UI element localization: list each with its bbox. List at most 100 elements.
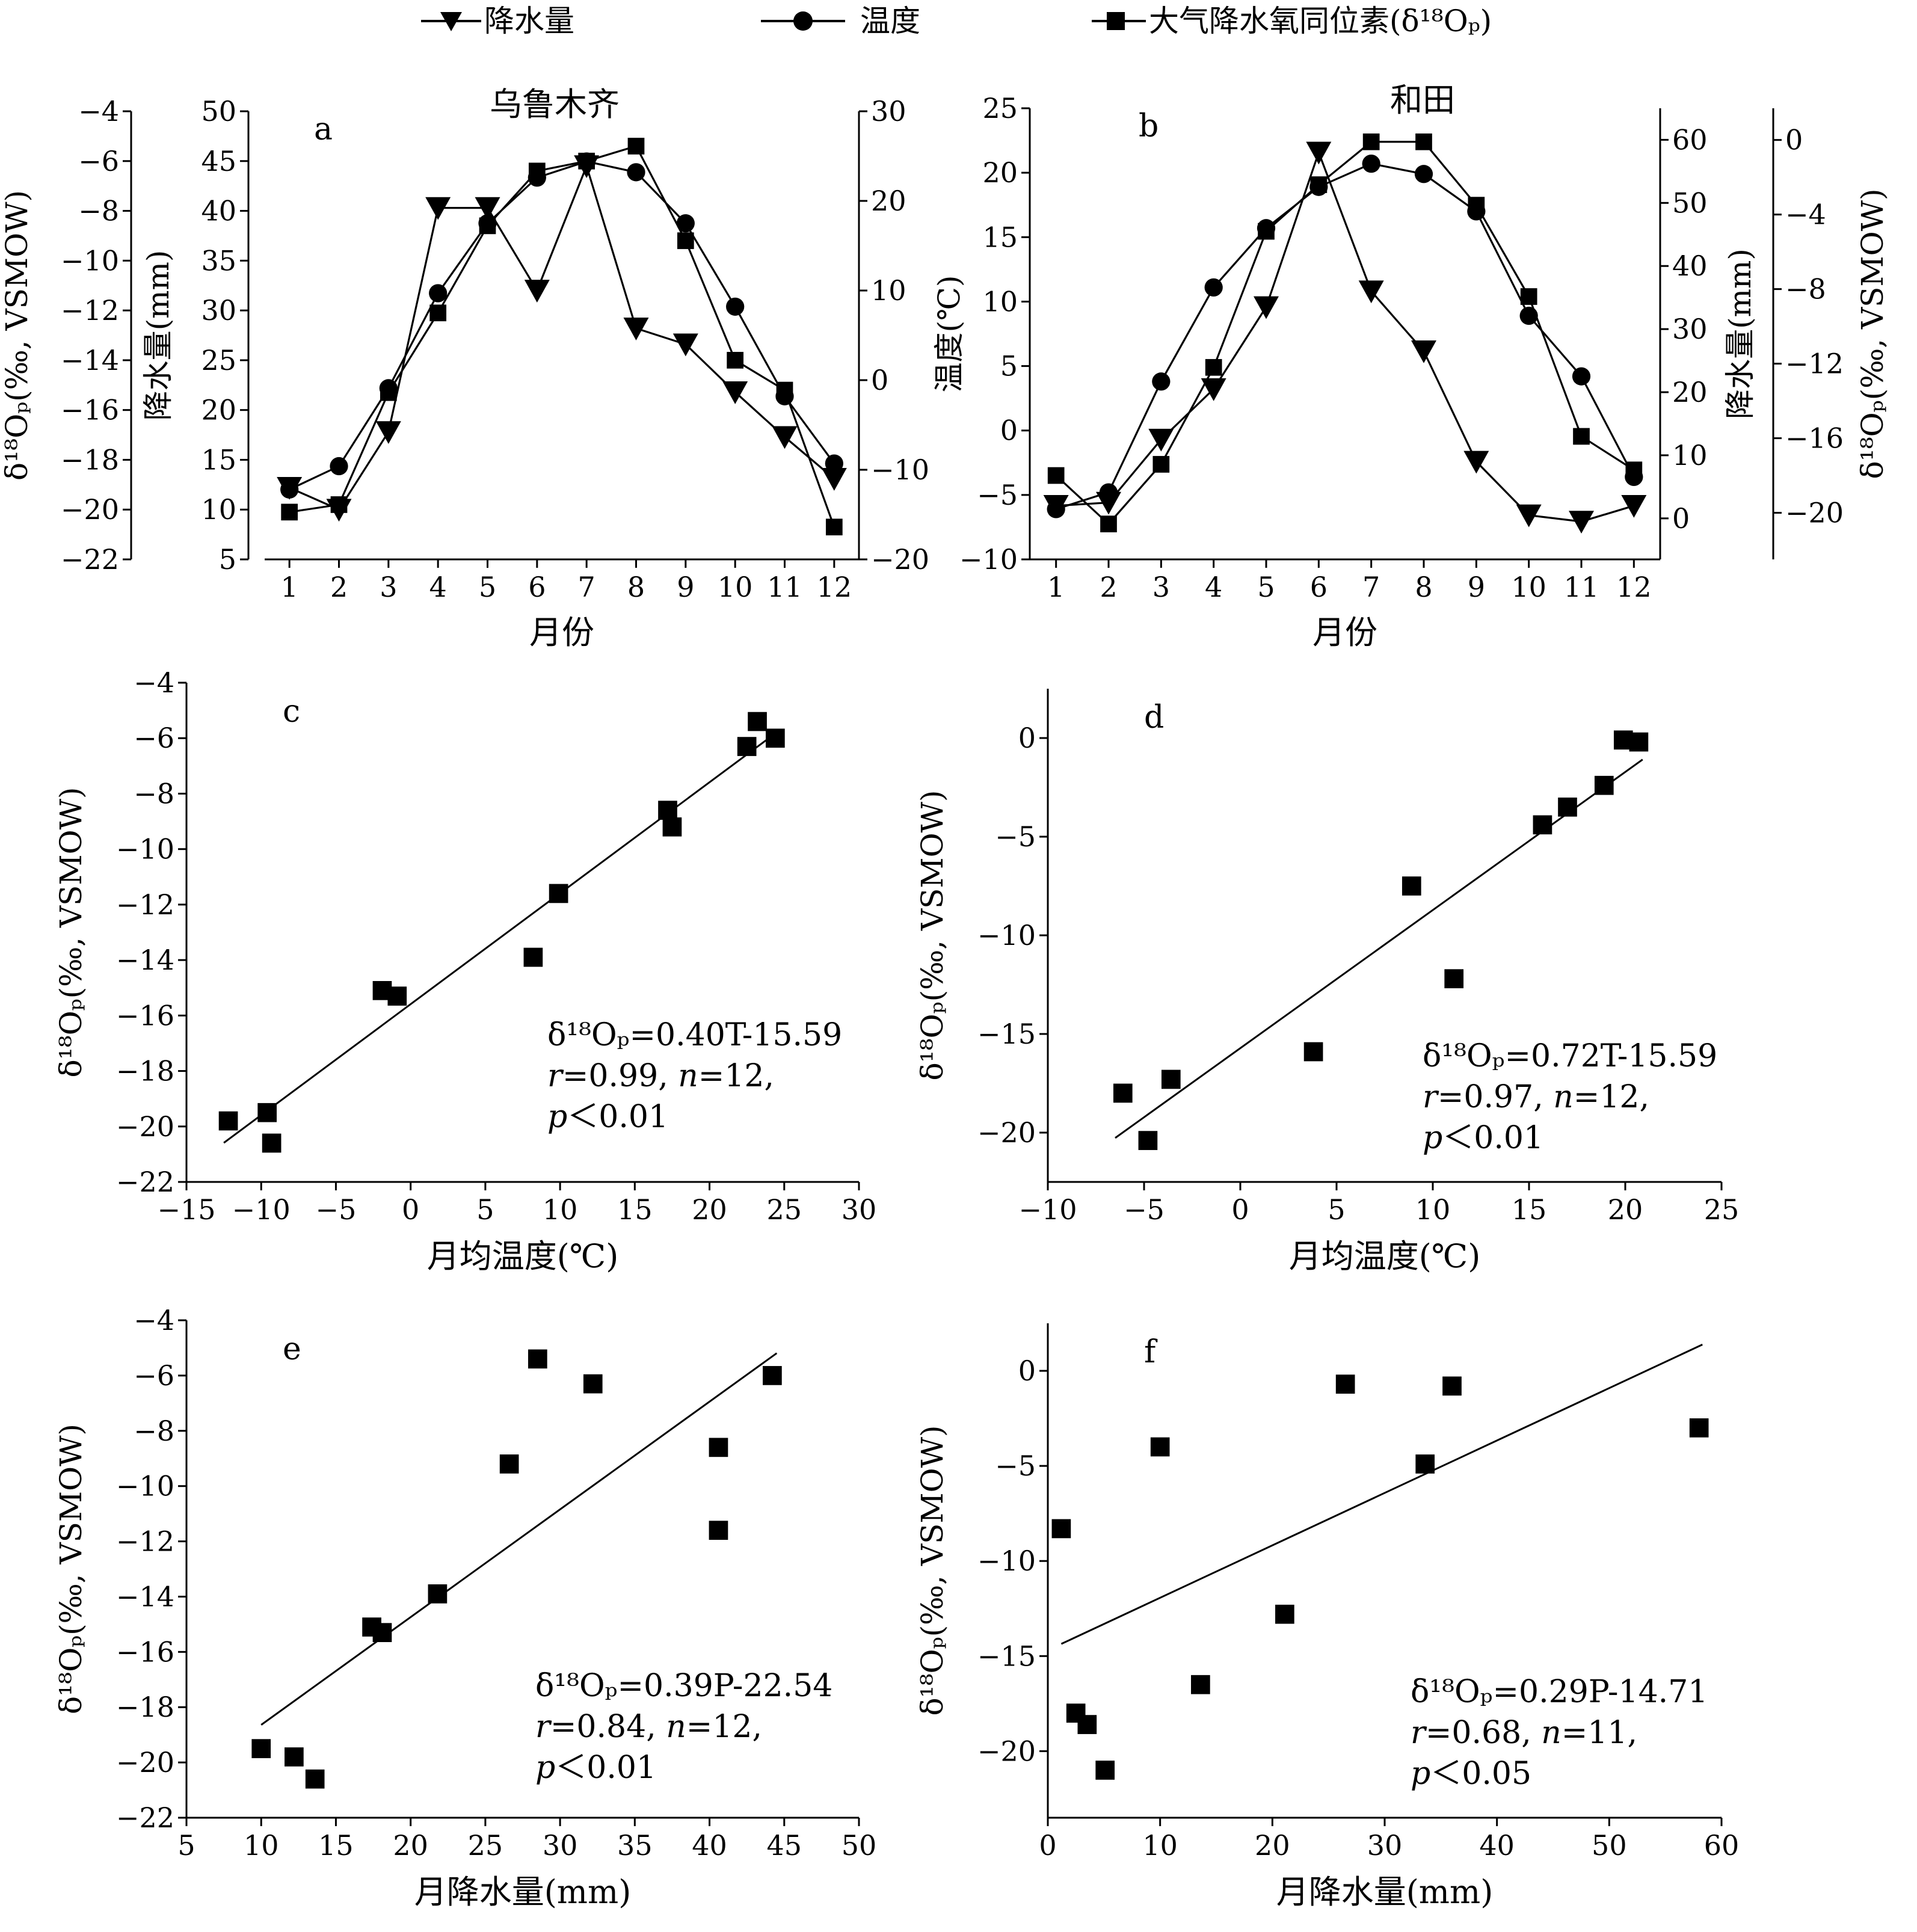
point-circle (726, 297, 745, 316)
point-square (528, 162, 546, 180)
n-value: =12, (1574, 1079, 1649, 1115)
x-axis-tick-label: −10 (1018, 1193, 1077, 1226)
point-circle (1572, 367, 1591, 386)
iso-axis-tick-label: −14 (61, 344, 119, 377)
point-circle (1152, 372, 1171, 391)
data-point (1415, 1454, 1435, 1474)
p-label: p (1423, 1120, 1442, 1156)
y-axis-tick-label: −15 (977, 1018, 1036, 1050)
panel-letter: d (1144, 700, 1164, 736)
legend-iso-marker (1107, 12, 1125, 30)
point-triangle-down (1463, 451, 1489, 474)
precip-axis-tick-label: 20 (1672, 376, 1708, 408)
n-value: =12, (698, 1058, 774, 1094)
precip-axis-tick-label: 30 (1672, 313, 1708, 345)
r-label: r (1423, 1079, 1439, 1115)
y-axis-tick-label: 0 (1018, 722, 1036, 754)
point-square (578, 152, 595, 170)
data-point (1138, 1131, 1158, 1150)
x-axis-tick-label: 0 (402, 1193, 419, 1226)
p-line: p＜0.01 (535, 1750, 656, 1786)
panel-letter: f (1144, 1334, 1158, 1370)
y-axis-tick-label: −5 (995, 1450, 1036, 1482)
data-point (1629, 732, 1649, 752)
point-square (1625, 461, 1643, 479)
x-axis-tick-label: 45 (767, 1829, 802, 1862)
data-point (305, 1769, 325, 1789)
x-axis-tick-label: 35 (617, 1829, 653, 1862)
precip-axis-tick-label: 40 (1672, 250, 1708, 282)
x-axis-tick-label: 25 (767, 1193, 802, 1226)
x-axis-tick-label: 20 (1255, 1829, 1290, 1862)
point-circle (1204, 278, 1223, 297)
point-square (281, 503, 298, 521)
equation-lhs: δ¹⁸Oₚ (1423, 1038, 1504, 1074)
point-circle (1362, 155, 1380, 173)
y-axis-tick-label: −20 (977, 1735, 1036, 1767)
iso-axis-tick-label: −6 (78, 145, 119, 177)
equation-rhs: =0.39P-22.54 (617, 1668, 832, 1704)
data-point (1077, 1715, 1097, 1734)
point-triangle-down (623, 318, 649, 340)
data-point (1533, 815, 1552, 835)
point-square (1520, 288, 1537, 305)
x-axis-label: 月降水量(mm) (414, 1873, 632, 1911)
equation-rhs: =0.29P-14.71 (1492, 1674, 1708, 1710)
precip-axis-tick-label: 50 (1672, 186, 1708, 219)
p-label: p (1411, 1756, 1430, 1792)
precip-axis-tick-label: 50 (201, 95, 236, 128)
y-axis-tick-label: −18 (116, 1055, 174, 1088)
data-point (1689, 1418, 1709, 1438)
x-axis-tick-label: 30 (842, 1193, 877, 1226)
x-axis-tick-label: 20 (393, 1829, 428, 1862)
fit-line (1060, 1344, 1703, 1645)
point-square (1152, 456, 1170, 473)
iso-axis-label: δ¹⁸Oₚ(‰, VSMOW) (1855, 188, 1890, 479)
x-axis-tick-label: 40 (692, 1829, 727, 1862)
fit-line (1115, 758, 1643, 1139)
iso-axis-tick-label: −20 (1785, 497, 1844, 529)
point-triangle-down (524, 280, 550, 303)
point-triangle-down (1148, 428, 1174, 452)
x-axis-tick-label: 3 (1152, 571, 1170, 603)
y-axis-label: δ¹⁸Oₚ(‰, VSMOW) (915, 790, 950, 1080)
x-axis-tick-label: 0 (1039, 1829, 1056, 1862)
y-axis-tick-label: −20 (116, 1746, 174, 1779)
y-axis-tick-label: −12 (116, 1525, 174, 1558)
precip-axis-tick-label: 35 (201, 244, 236, 277)
x-axis-tick-label: 20 (1608, 1193, 1643, 1226)
x-axis-tick-label: 4 (429, 571, 447, 603)
r-value: =0.97, (1438, 1079, 1553, 1115)
iso-axis-tick-label: −20 (61, 493, 119, 526)
series-line-square (1055, 141, 1635, 526)
point-circle (429, 284, 448, 303)
point-circle (1047, 500, 1065, 518)
data-point (709, 1521, 728, 1540)
x-axis-tick-label: 10 (1511, 571, 1546, 603)
panel-letter: c (283, 694, 300, 730)
data-point (372, 1623, 392, 1643)
p-value: ＜0.05 (1430, 1756, 1531, 1792)
point-triangle-down (1569, 511, 1594, 534)
series-line-triangle-down (289, 163, 835, 511)
point-triangle-down (772, 426, 798, 449)
precip-axis-tick-label: 0 (1672, 502, 1690, 535)
data-point (763, 1366, 782, 1385)
iso-axis-tick-label: −18 (61, 443, 119, 476)
data-point (428, 1584, 448, 1604)
point-triangle-down (821, 468, 847, 491)
data-point (658, 801, 677, 820)
data-point (737, 737, 757, 756)
temp-axis-tick-label: 30 (871, 95, 906, 128)
y-axis-tick-label: −12 (116, 888, 174, 921)
data-point (1558, 797, 1577, 817)
x-axis-tick-label: 25 (468, 1829, 503, 1862)
y-axis-label: δ¹⁸Oₚ(‰, VSMOW) (915, 1425, 950, 1715)
p-value: ＜0.01 (567, 1099, 668, 1135)
point-circle (1099, 483, 1118, 502)
r-label: r (535, 1709, 552, 1745)
point-square (1205, 358, 1222, 376)
x-axis-tick-label: −5 (1124, 1193, 1165, 1226)
data-point (1113, 1083, 1133, 1103)
